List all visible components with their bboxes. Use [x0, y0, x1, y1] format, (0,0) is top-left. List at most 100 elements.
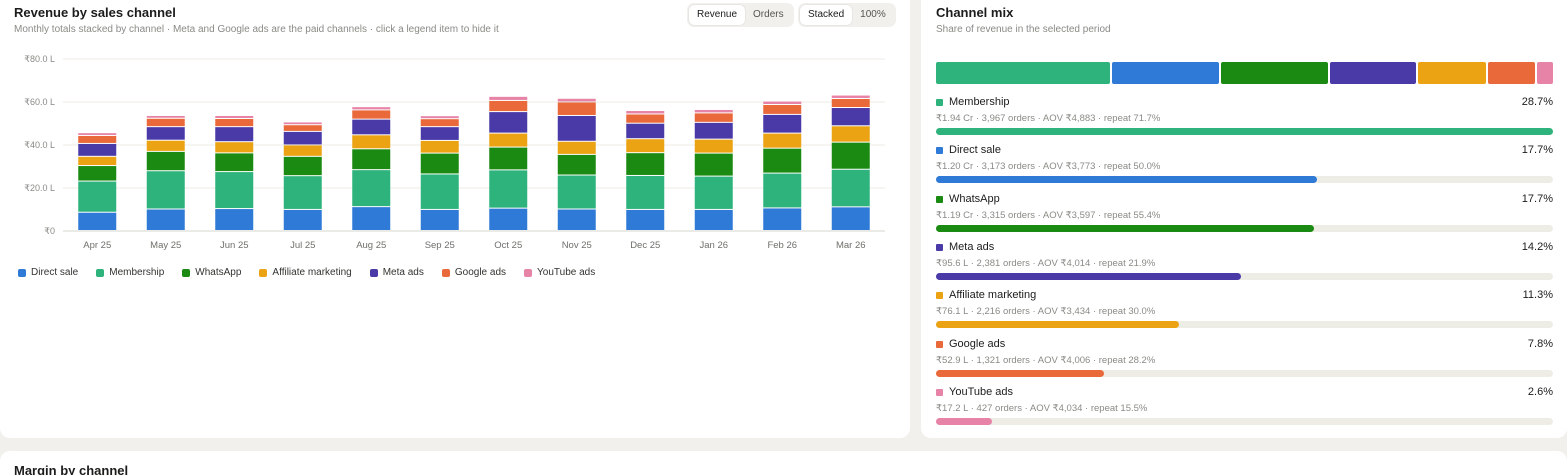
- bar-segment-youtube-ads[interactable]: [420, 116, 459, 119]
- channel-row-meta-ads[interactable]: Meta ads 14.2% ₹95.6 L · 2,381 orders · AO…: [936, 241, 1553, 285]
- channel-row-youtube-ads[interactable]: YouTube ads 2.6% ₹17.2 L · 427 orders · AO…: [936, 386, 1553, 430]
- bar-segment-google-ads[interactable]: [489, 100, 528, 112]
- bar-segment-youtube-ads[interactable]: [283, 122, 322, 125]
- bar-segment-google-ads[interactable]: [352, 110, 391, 119]
- bar-segment-direct-sale[interactable]: [283, 209, 322, 230]
- bar-segment-direct-sale[interactable]: [420, 209, 459, 230]
- bar-segment-direct-sale[interactable]: [489, 208, 528, 230]
- bar-segment-affiliate-marketing[interactable]: [557, 141, 596, 154]
- bar-segment-membership[interactable]: [146, 171, 185, 209]
- bar-segment-meta-ads[interactable]: [831, 108, 870, 126]
- bar-segment-youtube-ads[interactable]: [626, 111, 665, 114]
- bar-segment-meta-ads[interactable]: [694, 122, 733, 139]
- legend-item-affiliate-marketing[interactable]: Affiliate marketing: [259, 267, 352, 278]
- bar-segment-youtube-ads[interactable]: [215, 115, 254, 118]
- bar-segment-direct-sale[interactable]: [557, 209, 596, 231]
- bar-segment-membership[interactable]: [831, 169, 870, 207]
- bar-segment-affiliate-marketing[interactable]: [763, 133, 802, 148]
- channel-row-membership[interactable]: Membership 28.7% ₹1.94 Cr · 3,967 orders ·…: [936, 96, 1553, 140]
- bar-segment-meta-ads[interactable]: [489, 112, 528, 133]
- bar-segment-google-ads[interactable]: [831, 98, 870, 108]
- bar-segment-membership[interactable]: [763, 173, 802, 208]
- bar-segment-direct-sale[interactable]: [352, 207, 391, 230]
- bar-segment-whatsapp[interactable]: [78, 166, 117, 181]
- metric-revenue-button[interactable]: Revenue: [689, 5, 746, 25]
- legend-item-youtube-ads[interactable]: YouTube ads: [524, 267, 595, 278]
- mix-segment-whatsapp[interactable]: [1221, 62, 1328, 84]
- bar-segment-whatsapp[interactable]: [215, 153, 254, 172]
- bar-segment-youtube-ads[interactable]: [694, 109, 733, 113]
- bar-segment-membership[interactable]: [215, 172, 254, 209]
- bar-segment-meta-ads[interactable]: [557, 115, 596, 141]
- bar-segment-membership[interactable]: [283, 176, 322, 209]
- bar-segment-affiliate-marketing[interactable]: [694, 139, 733, 153]
- legend-item-direct-sale[interactable]: Direct sale: [18, 267, 78, 278]
- mix-segment-affiliate-marketing[interactable]: [1417, 62, 1487, 84]
- bar-segment-youtube-ads[interactable]: [489, 96, 528, 100]
- mix-segment-google-ads[interactable]: [1488, 62, 1536, 84]
- bar-segment-membership[interactable]: [352, 170, 391, 207]
- bar-segment-membership[interactable]: [489, 170, 528, 208]
- bar-segment-whatsapp[interactable]: [626, 153, 665, 175]
- bar-segment-youtube-ads[interactable]: [831, 95, 870, 98]
- mix-segment-meta-ads[interactable]: [1329, 62, 1416, 84]
- legend-item-whatsapp[interactable]: WhatsApp: [182, 267, 241, 278]
- bar-segment-affiliate-marketing[interactable]: [352, 135, 391, 149]
- bar-segment-whatsapp[interactable]: [831, 142, 870, 169]
- bar-segment-meta-ads[interactable]: [352, 119, 391, 135]
- channel-row-whatsapp[interactable]: WhatsApp 17.7% ₹1.19 Cr · 3,315 orders · A…: [936, 193, 1553, 237]
- bar-segment-direct-sale[interactable]: [763, 208, 802, 230]
- bar-segment-youtube-ads[interactable]: [352, 107, 391, 110]
- bar-segment-google-ads[interactable]: [694, 113, 733, 122]
- bar-segment-youtube-ads[interactable]: [78, 133, 117, 135]
- bar-segment-meta-ads[interactable]: [763, 114, 802, 133]
- legend-item-meta-ads[interactable]: Meta ads: [369, 267, 424, 278]
- bar-segment-google-ads[interactable]: [626, 114, 665, 123]
- mode-stacked-button[interactable]: Stacked: [800, 5, 853, 25]
- bar-segment-google-ads[interactable]: [763, 105, 802, 114]
- bar-segment-google-ads[interactable]: [215, 118, 254, 127]
- bar-segment-google-ads[interactable]: [78, 135, 117, 143]
- bar-segment-whatsapp[interactable]: [763, 148, 802, 173]
- bar-segment-affiliate-marketing[interactable]: [489, 133, 528, 147]
- channel-row-google-ads[interactable]: Google ads 7.8% ₹52.9 L · 1,321 orders · A…: [936, 338, 1553, 382]
- metric-orders-button[interactable]: Orders: [753, 9, 784, 20]
- bar-segment-google-ads[interactable]: [283, 125, 322, 131]
- bar-segment-whatsapp[interactable]: [420, 153, 459, 174]
- legend-item-membership[interactable]: Membership: [96, 267, 164, 278]
- bar-segment-meta-ads[interactable]: [215, 127, 254, 142]
- bar-segment-whatsapp[interactable]: [557, 154, 596, 175]
- bar-segment-direct-sale[interactable]: [146, 209, 185, 231]
- mix-segment-membership[interactable]: [936, 62, 1110, 84]
- bar-segment-youtube-ads[interactable]: [146, 115, 185, 118]
- bar-segment-affiliate-marketing[interactable]: [78, 156, 117, 166]
- bar-segment-affiliate-marketing[interactable]: [420, 140, 459, 153]
- bar-segment-youtube-ads[interactable]: [763, 101, 802, 105]
- bar-segment-meta-ads[interactable]: [420, 127, 459, 140]
- bar-segment-direct-sale[interactable]: [78, 212, 117, 230]
- bar-segment-google-ads[interactable]: [420, 119, 459, 127]
- bar-segment-whatsapp[interactable]: [146, 151, 185, 171]
- channel-row-direct-sale[interactable]: Direct sale 17.7% ₹1.20 Cr · 3,173 orders …: [936, 144, 1553, 188]
- bar-segment-membership[interactable]: [694, 176, 733, 209]
- mix-segment-direct-sale[interactable]: [1111, 62, 1219, 84]
- bar-segment-youtube-ads[interactable]: [557, 98, 596, 102]
- bar-segment-affiliate-marketing[interactable]: [215, 142, 254, 153]
- bar-segment-direct-sale[interactable]: [831, 207, 870, 230]
- bar-segment-meta-ads[interactable]: [78, 143, 117, 156]
- bar-segment-google-ads[interactable]: [557, 102, 596, 115]
- channel-row-affiliate-marketing[interactable]: Affiliate marketing 11.3% ₹76.1 L · 2,216 …: [936, 289, 1553, 333]
- mix-segment-youtube-ads[interactable]: [1537, 62, 1554, 84]
- bar-segment-direct-sale[interactable]: [626, 209, 665, 230]
- bar-segment-direct-sale[interactable]: [215, 209, 254, 230]
- bar-segment-whatsapp[interactable]: [489, 147, 528, 170]
- bar-segment-affiliate-marketing[interactable]: [146, 140, 185, 151]
- bar-segment-membership[interactable]: [626, 175, 665, 209]
- bar-segment-affiliate-marketing[interactable]: [831, 126, 870, 142]
- bar-segment-affiliate-marketing[interactable]: [626, 139, 665, 153]
- mode-percent-button[interactable]: 100%: [860, 9, 886, 20]
- bar-segment-google-ads[interactable]: [146, 118, 185, 127]
- bar-segment-whatsapp[interactable]: [283, 156, 322, 176]
- bar-segment-affiliate-marketing[interactable]: [283, 145, 322, 156]
- bar-segment-whatsapp[interactable]: [694, 153, 733, 176]
